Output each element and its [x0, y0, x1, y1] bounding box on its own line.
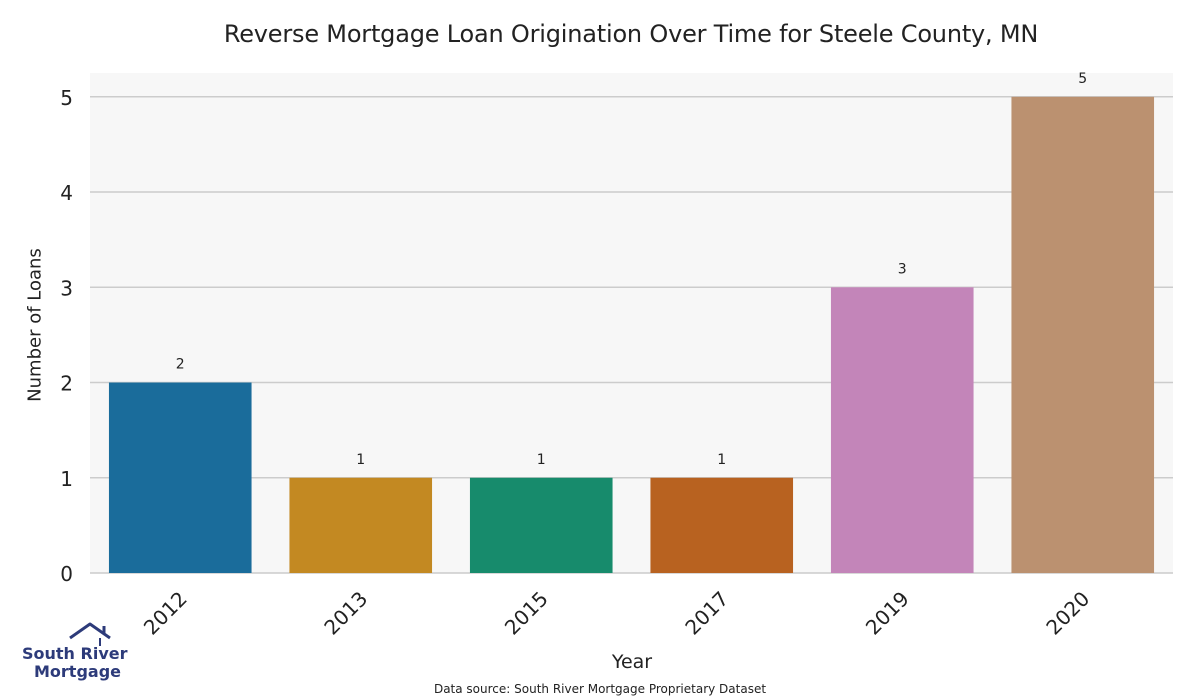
logo-line-2: Mortgage — [34, 662, 122, 681]
x-axis-label: Year — [611, 651, 653, 673]
x-tick-label-2019: 2019 — [861, 587, 914, 640]
x-axis-ticks: 2012 2013 2015 2017 2019 2020 — [139, 587, 1094, 640]
grid-lines — [90, 96, 1173, 574]
data-source-note: Data source: South River Mortgage Propri… — [433, 682, 767, 696]
plot-area — [90, 73, 1173, 573]
bar-2015 — [469, 477, 613, 573]
data-label-2015: 1 — [537, 452, 546, 468]
bar-2019 — [830, 287, 974, 573]
south-river-mortgage-logo: South River Mortgage — [20, 622, 128, 682]
bar-2020 — [1011, 96, 1155, 574]
data-label-2013: 1 — [356, 452, 365, 468]
x-tick-label-2015: 2015 — [500, 587, 553, 640]
bars — [108, 96, 1155, 574]
y-tick-label: 4 — [60, 181, 73, 205]
y-axis-label: Number of Loans — [24, 248, 46, 402]
data-label-2019: 3 — [898, 261, 907, 277]
data-label-2012: 2 — [176, 357, 185, 373]
y-tick-label: 2 — [60, 372, 73, 396]
data-label-2020: 5 — [1078, 71, 1087, 87]
bar-2012 — [108, 382, 252, 573]
x-tick-label-2013: 2013 — [319, 587, 372, 640]
y-axis-ticks: 0 1 2 3 4 5 — [60, 86, 73, 586]
x-tick-label-2017: 2017 — [680, 587, 733, 640]
data-label-2017: 1 — [717, 452, 726, 468]
y-tick-label: 1 — [60, 467, 73, 491]
y-tick-label: 3 — [60, 276, 73, 300]
y-tick-label: 0 — [60, 562, 73, 586]
bar-2013 — [289, 477, 433, 573]
x-tick-label-2012: 2012 — [139, 587, 192, 640]
y-tick-label: 5 — [60, 86, 73, 110]
house-icon — [69, 622, 111, 646]
bar-2017 — [650, 477, 794, 573]
chart-title: Reverse Mortgage Loan Origination Over T… — [223, 20, 1039, 48]
data-labels: 2 1 1 1 3 5 — [176, 71, 1087, 468]
x-tick-label-2020: 2020 — [1041, 587, 1094, 640]
logo-line-1: South River — [22, 644, 128, 663]
